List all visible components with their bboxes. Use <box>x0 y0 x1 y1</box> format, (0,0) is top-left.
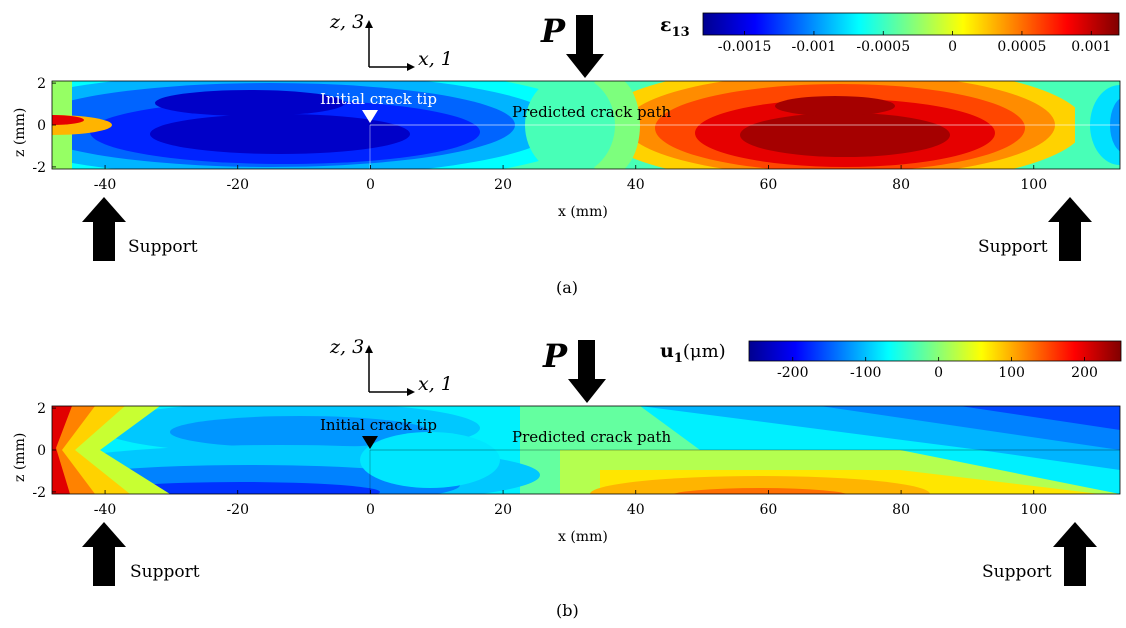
load-arrow-a: P <box>540 12 604 78</box>
support-arrow-left-b <box>82 522 126 586</box>
crack-tip-marker <box>362 110 378 123</box>
y-axis-label: z (mm) <box>12 433 28 482</box>
axes-label-z: z, 3 <box>329 11 364 33</box>
support-arrow-right-a <box>1048 197 1092 261</box>
x-tick-label: 100 <box>1020 502 1047 518</box>
colorbar-tick-label: 0.001 <box>1071 39 1111 55</box>
colorbar-tick-label: 0 <box>948 39 957 55</box>
colorbar-tick-label: -0.001 <box>792 39 837 55</box>
x-axis-label: x (mm) <box>558 204 608 220</box>
y-tick-label: 2 <box>37 76 46 92</box>
x-tick-label: 80 <box>892 177 910 193</box>
colorbar-tick-label: -0.0015 <box>718 39 772 55</box>
panel-caption-b: (b) <box>556 601 579 620</box>
x-ticks-a: -40 -20 0 20 40 60 80 100 <box>94 165 1047 193</box>
x-tick-label: 60 <box>760 502 778 518</box>
x-tick-label: -40 <box>94 177 117 193</box>
x-tick-label: 0 <box>366 177 375 193</box>
x-tick-label: 60 <box>760 177 778 193</box>
crack-tip-label: Initial crack tip <box>320 416 437 434</box>
x-tick-label: 100 <box>1020 177 1047 193</box>
panel-b: z, 3 x, 1 P u1(μm) -200 -100 0 100 200 <box>12 336 1122 620</box>
x-tick-label: 80 <box>892 502 910 518</box>
heatmap-a <box>52 81 1120 169</box>
support-arrow-right-b <box>1053 522 1097 586</box>
x-tick-label: 40 <box>627 502 645 518</box>
axes-label-x: x, 1 <box>418 373 453 395</box>
colorbar-tick-label: -200 <box>777 365 808 381</box>
colorbar-tick-label: -100 <box>850 365 881 381</box>
colorbar-tick-label: 0.0005 <box>997 39 1046 55</box>
axes-glyph-b: z, 3 x, 1 <box>329 336 453 396</box>
x-axis-label: x (mm) <box>558 529 608 545</box>
support-label-right: Support <box>978 237 1048 257</box>
support-label-left: Support <box>130 562 200 582</box>
x-tick-label: 0 <box>366 502 375 518</box>
colorbar-gradient <box>702 12 1120 36</box>
load-label: P <box>542 337 568 375</box>
axes-label-x: x, 1 <box>418 48 453 70</box>
colorbar-ticks: -200 -100 0 100 200 <box>777 357 1098 381</box>
heatmap-b <box>52 406 1120 494</box>
crack-path-label: Predicted crack path <box>512 103 672 121</box>
panel-caption-a: (a) <box>556 278 578 297</box>
x-tick-label: 20 <box>494 177 512 193</box>
y-tick-label: 2 <box>37 401 46 417</box>
x-ticks-b: -40 -20 0 20 40 60 80 100 <box>94 490 1047 518</box>
panel-a: z, 3 x, 1 P ε13 -0.0015 -0.001 -0.0005 0 0.0… <box>12 11 1121 297</box>
x-tick-label: 40 <box>627 177 645 193</box>
x-tick-label: -20 <box>226 502 249 518</box>
colorbar-ticks: -0.0015 -0.001 -0.0005 0 0.0005 0.001 <box>718 31 1111 55</box>
colorbar-tick-label: 100 <box>998 365 1025 381</box>
y-tick-label: 0 <box>37 443 46 459</box>
load-label: P <box>540 12 566 50</box>
colorbar-b: u1(μm) -200 -100 0 100 200 <box>660 340 1122 381</box>
colorbar-tick-label: 0 <box>934 365 943 381</box>
axes-label-z: z, 3 <box>329 336 364 358</box>
colorbar-label-main: u1(μm) <box>660 340 726 366</box>
y-ticks-a: 2 0 -2 <box>32 76 56 176</box>
crack-path-label: Predicted crack path <box>512 428 672 446</box>
y-tick-label: -2 <box>32 160 46 176</box>
support-arrow-left-a <box>82 197 126 261</box>
colorbar-gradient <box>748 340 1122 362</box>
y-tick-label: -2 <box>32 485 46 501</box>
colorbar-tick-label: -0.0005 <box>856 39 910 55</box>
x-tick-label: -20 <box>226 177 249 193</box>
support-label-left: Support <box>128 237 198 257</box>
axes-glyph-a: z, 3 x, 1 <box>329 11 453 71</box>
x-tick-label: 20 <box>494 502 512 518</box>
y-axis-label: z (mm) <box>12 108 28 157</box>
crack-tip-marker <box>362 436 378 449</box>
colorbar-a: ε13 -0.0015 -0.001 -0.0005 0 0.0005 0.001 <box>660 12 1120 55</box>
colorbar-tick-label: 200 <box>1071 365 1098 381</box>
colorbar-label-main: ε13 <box>660 14 690 40</box>
y-tick-label: 0 <box>37 118 46 134</box>
crack-tip-label: Initial crack tip <box>320 90 437 108</box>
load-arrow-b: P <box>542 337 606 403</box>
y-ticks-b: 2 0 -2 <box>32 401 56 501</box>
x-tick-label: -40 <box>94 502 117 518</box>
support-label-right: Support <box>982 562 1052 582</box>
